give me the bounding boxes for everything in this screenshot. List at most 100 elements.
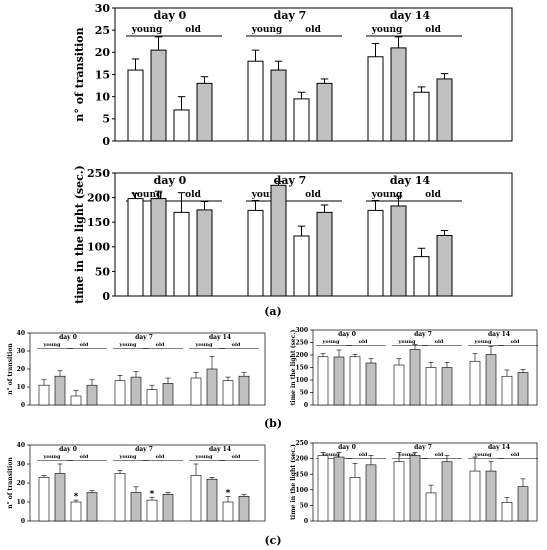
- day-label: day 14: [390, 174, 431, 187]
- day-label: day 14: [209, 446, 231, 453]
- bar: [238, 495, 250, 522]
- bar: [38, 384, 50, 406]
- bar: [70, 501, 82, 522]
- bar: [501, 501, 513, 522]
- bar: [517, 372, 529, 406]
- bar: [317, 356, 329, 406]
- bar: [150, 49, 167, 142]
- bar: [409, 455, 421, 522]
- bar: [365, 362, 377, 406]
- bar: [441, 367, 453, 406]
- bar: [86, 492, 98, 522]
- day-label: day 7: [135, 334, 153, 341]
- bar: [393, 364, 405, 406]
- old-label: old: [232, 342, 241, 348]
- old-label: old: [511, 452, 520, 458]
- young-label: young: [371, 190, 403, 200]
- old-label: old: [359, 452, 368, 458]
- old-label: old: [156, 342, 165, 348]
- bar: [485, 354, 497, 406]
- y-tick-label: 150: [87, 216, 110, 229]
- old-label: old: [80, 454, 89, 460]
- bar: [485, 470, 497, 522]
- bar: [409, 349, 421, 406]
- bar: [196, 82, 213, 142]
- bar: [436, 234, 453, 297]
- y-tick-label: 100: [295, 377, 308, 384]
- old-label: old: [305, 25, 321, 35]
- bar: [70, 395, 82, 406]
- bar: [173, 109, 190, 142]
- y-tick-label: 25: [95, 24, 110, 37]
- bar: [162, 494, 174, 522]
- bar: [206, 368, 218, 406]
- day-label: day 14: [209, 334, 231, 341]
- bar: [196, 209, 213, 297]
- bar: [365, 464, 377, 522]
- old-label: old: [156, 454, 165, 460]
- bar: [367, 56, 384, 142]
- significance-star: *: [150, 489, 155, 499]
- bar: [270, 69, 287, 142]
- y-tick-label: 30: [95, 2, 111, 15]
- young-label: young: [321, 452, 340, 458]
- day-label: day 14: [488, 331, 510, 338]
- young-label: young: [321, 339, 340, 345]
- y-tick-label: 0: [102, 290, 110, 303]
- bar: [222, 380, 234, 406]
- old-label: old: [511, 339, 520, 345]
- plot-frame: [312, 442, 538, 522]
- bar: [393, 461, 405, 522]
- y-tick-label: 10: [17, 499, 25, 506]
- young-label: young: [194, 342, 213, 348]
- bar: [349, 477, 361, 522]
- bar: [293, 98, 310, 142]
- y-tick-label: 20: [17, 480, 25, 487]
- y-axis-label: time in the light (sec.): [290, 444, 297, 520]
- plot-frame: [114, 172, 513, 297]
- young-label: young: [473, 339, 492, 345]
- bar: [173, 211, 190, 297]
- bar: [190, 377, 202, 406]
- bar: [247, 60, 264, 142]
- young-label: young: [131, 190, 163, 200]
- bar: [293, 235, 310, 297]
- y-axis-label: n° of transition: [7, 457, 14, 509]
- old-label: old: [185, 25, 201, 35]
- day-label: day 14: [488, 444, 510, 451]
- day-label: day 7: [274, 174, 307, 187]
- bar: [38, 476, 50, 522]
- day-label: day 0: [59, 334, 77, 341]
- bar: [517, 486, 529, 522]
- significance-star: *: [74, 492, 79, 502]
- day-label: day 0: [338, 331, 356, 338]
- bar: [238, 375, 250, 406]
- old-label: old: [359, 339, 368, 345]
- y-tick-label: 10: [17, 384, 25, 391]
- y-tick-label: 250: [87, 167, 110, 180]
- young-label: young: [251, 190, 283, 200]
- bar: [270, 184, 287, 297]
- y-tick-label: 40: [17, 442, 25, 449]
- bar: [316, 82, 333, 142]
- y-tick-label: 200: [87, 191, 110, 204]
- bar: [127, 198, 144, 297]
- bar: [190, 475, 202, 522]
- bar: [367, 209, 384, 297]
- y-axis-label: n° of transition: [73, 27, 86, 121]
- bar: [469, 360, 481, 406]
- bar: [86, 384, 98, 406]
- bar: [54, 473, 66, 522]
- y-tick-label: 100: [87, 241, 110, 254]
- bar: [501, 375, 513, 406]
- day-label: day 7: [135, 446, 153, 453]
- y-tick-label: 150: [295, 471, 308, 478]
- bar: [114, 473, 126, 522]
- chart-a1: 0 5 10 15 20 25 30 n° of transition day 0 young ol…: [73, 2, 513, 148]
- y-axis-label: time in the light (sec.): [73, 165, 86, 304]
